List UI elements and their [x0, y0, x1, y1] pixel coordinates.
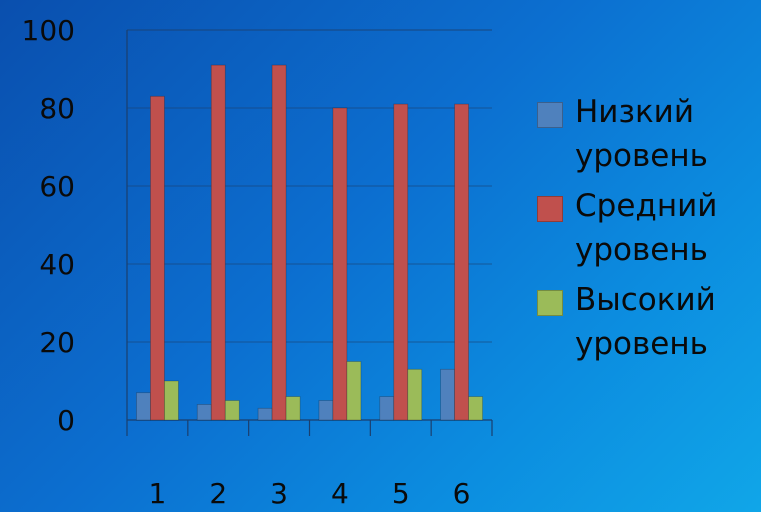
legend-item-low: Низкий уровень	[537, 90, 759, 178]
bar-medium-2	[210, 64, 226, 421]
bar-medium-1	[150, 95, 165, 421]
bar-low-5	[379, 396, 395, 421]
bar-medium-6	[454, 103, 469, 421]
bar-high-1	[164, 380, 179, 421]
axes	[126, 30, 493, 436]
bar-high-2	[224, 400, 240, 421]
x-tick-label: 4	[331, 477, 349, 510]
bar-medium-4	[332, 107, 348, 421]
y-tick-label: 60	[39, 170, 75, 203]
legend-swatch-low	[537, 102, 563, 128]
legend: Низкий уровень Средний уровень Высокий у…	[537, 90, 759, 372]
legend-swatch-high	[537, 290, 563, 316]
bar-high-6	[468, 396, 483, 421]
y-tick-label: 80	[39, 92, 75, 125]
legend-label-high: Высокий уровень	[575, 282, 716, 362]
y-tick-label: 20	[39, 326, 75, 359]
legend-item-high: Высокий уровень	[537, 278, 759, 366]
bar-low-6	[440, 368, 455, 421]
bar-high-4	[346, 361, 362, 421]
x-tick-label: 3	[270, 477, 288, 510]
y-tick-label: 0	[57, 404, 75, 437]
x-tick-label: 6	[453, 477, 471, 510]
grid-lines	[127, 29, 492, 343]
tick-labels: 0 20 40 60 80 100 1 2 3 4 5 6	[22, 14, 471, 510]
legend-label-medium: Средний уровень	[575, 188, 718, 268]
bars	[136, 64, 483, 421]
bar-high-5	[407, 368, 423, 421]
bar-low-1	[136, 392, 151, 421]
bar-low-4	[318, 400, 334, 421]
legend-swatch-medium	[537, 196, 563, 222]
x-tick-label: 2	[209, 477, 227, 510]
bar-medium-5	[393, 103, 409, 421]
x-tick-label: 5	[392, 477, 410, 510]
x-tick-label: 1	[149, 477, 167, 510]
bar-medium-3	[271, 64, 287, 421]
y-tick-label: 40	[39, 248, 75, 281]
bar-low-2	[196, 403, 212, 421]
bar-low-3	[257, 407, 273, 421]
bar-high-3	[285, 396, 301, 421]
y-tick-label: 100	[22, 14, 75, 47]
legend-item-medium: Средний уровень	[537, 184, 759, 272]
legend-label-low: Низкий уровень	[575, 94, 708, 174]
